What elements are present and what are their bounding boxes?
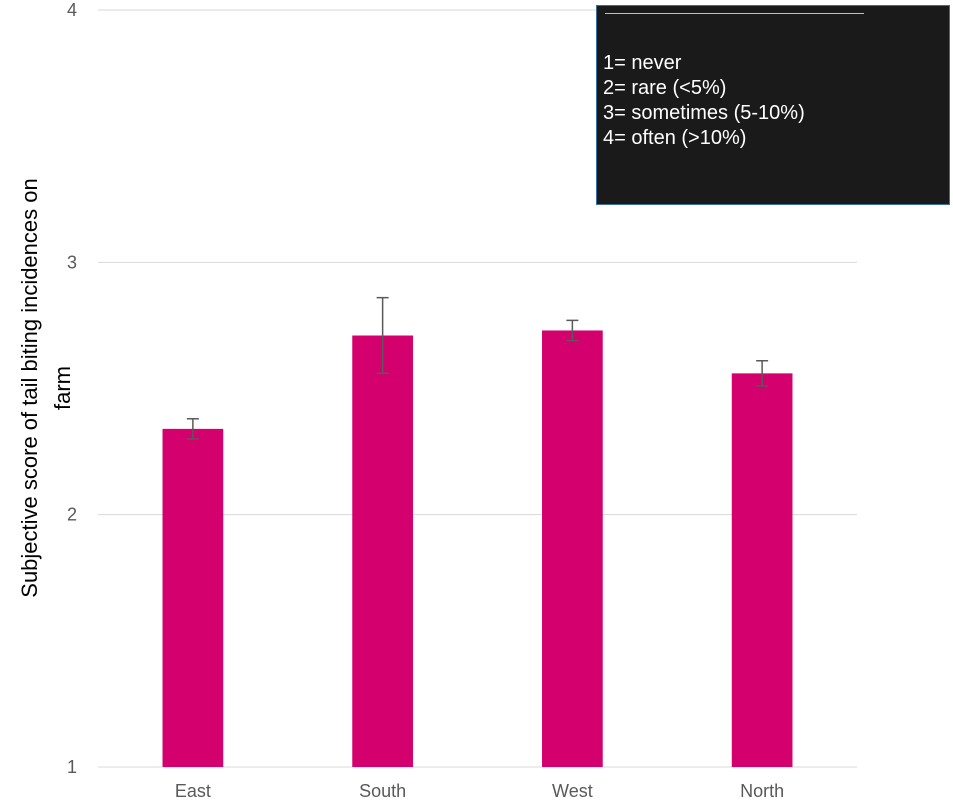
y-axis-title-line-2-text: farm [50,366,75,410]
y-axis-title-line-1: Subjective score of tail biting incidenc… [17,178,42,597]
y-axis-title-line-2: farm [50,366,75,410]
error-bar-east [186,418,199,440]
error-bar-south [376,296,389,375]
error-bar-north [756,359,769,387]
x-tick-labels: East South West North [175,781,784,801]
y-tick-labels: 1 2 3 4 [67,0,77,777]
bar-west [542,330,603,767]
y-axis-title: Subjective score of tail biting incidenc… [17,178,42,597]
error-bars [186,296,769,440]
bar-north [731,373,793,767]
error-bar-west [566,319,579,342]
x-tick-label-south: South [359,781,406,801]
legend-text: 1= never 2= rare (<5%) 3= sometimes (5-1… [603,51,805,151]
y-tick-label: 1 [67,757,77,777]
legend-line-1: 1= never [603,52,682,74]
x-tick-label-west: West [552,781,593,801]
legend-divider [605,13,864,14]
legend-line-4: 4= often (>10%) [603,127,747,149]
legend-line-2: 2= rare (<5%) [603,77,727,99]
bar-south [352,335,413,767]
legend-line-3: 3= sometimes (5-10%) [603,102,805,124]
x-tick-label-east: East [175,781,211,801]
score-legend-box: 1= never 2= rare (<5%) 3= sometimes (5-1… [596,5,950,205]
bars [162,330,793,767]
y-tick-label: 2 [67,505,77,525]
y-tick-label: 4 [67,0,77,20]
x-tick-label-north: North [740,781,784,801]
bar-east [162,428,224,767]
y-tick-label: 3 [67,252,77,272]
